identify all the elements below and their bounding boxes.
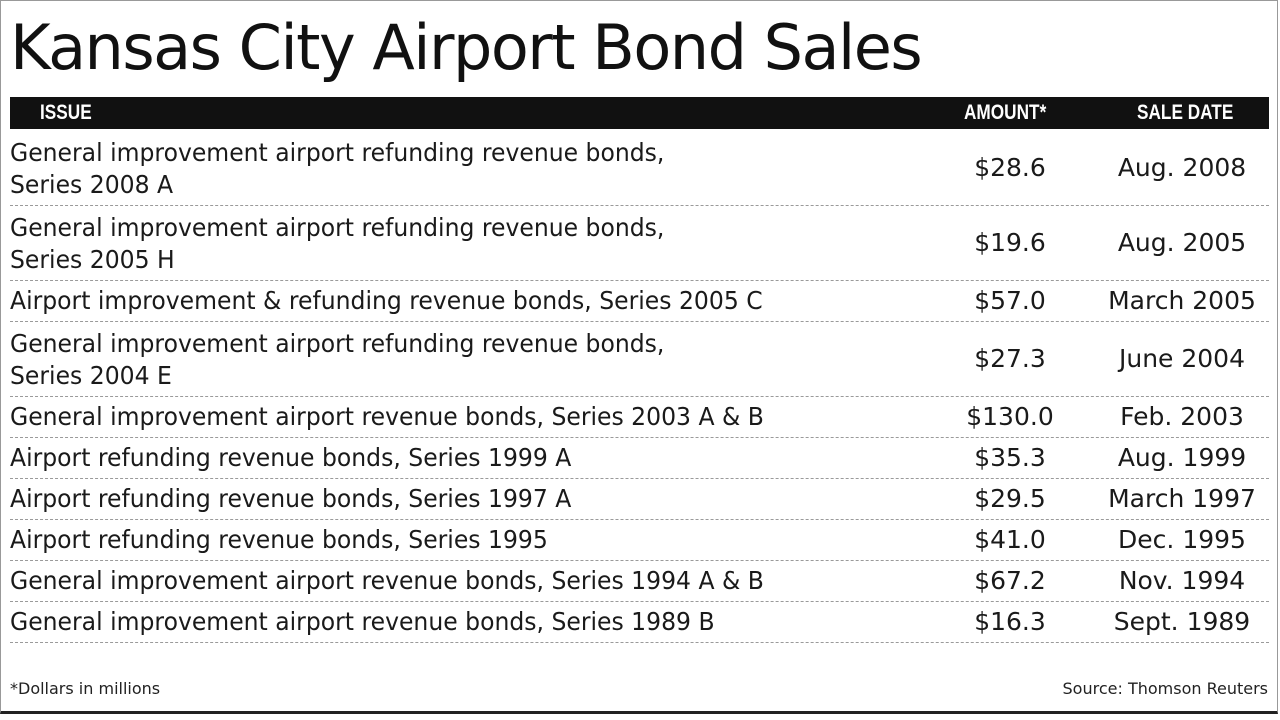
issue-text: Series 2005 H xyxy=(10,245,175,274)
table-row: General improvement airport refunding re… xyxy=(10,131,1269,206)
amount-cell: $19.6 xyxy=(974,228,1046,257)
column-header-sale-date: SALE DATE xyxy=(1137,101,1234,124)
issue-text: Series 2004 E xyxy=(10,361,172,390)
table-row: General improvement airport refunding re… xyxy=(10,322,1269,397)
issue-text: Airport refunding revenue bonds, Series … xyxy=(10,525,548,554)
issue-text: Airport refunding revenue bonds, Series … xyxy=(10,484,572,513)
issue-text: General improvement airport revenue bond… xyxy=(10,566,764,595)
sale-date-cell: Feb. 2003 xyxy=(1120,402,1244,431)
column-header-issue: ISSUE xyxy=(40,101,92,124)
amount-cell: $130.0 xyxy=(966,402,1054,431)
table-row: Airport improvement & refunding revenue … xyxy=(10,281,1269,322)
sale-date-cell: June 2004 xyxy=(1118,344,1245,373)
sale-date-cell: Nov. 1994 xyxy=(1118,566,1246,595)
amount-cell: $41.0 xyxy=(974,525,1046,554)
sale-date-cell: Dec. 1995 xyxy=(1118,525,1246,554)
table-row: Airport refunding revenue bonds, Series … xyxy=(10,438,1269,479)
issue-cell: Airport refunding revenue bonds, Series … xyxy=(10,438,910,478)
issue-text: General improvement airport refunding re… xyxy=(10,213,665,242)
table-row: General improvement airport revenue bond… xyxy=(10,602,1269,643)
sale-date-cell: Sept. 1989 xyxy=(1113,607,1251,636)
sale-date-cell: Aug. 1999 xyxy=(1117,443,1247,472)
issue-cell: General improvement airport revenue bond… xyxy=(10,602,910,642)
source-credit: Source: Thomson Reuters xyxy=(1062,679,1268,698)
table-row: General improvement airport revenue bond… xyxy=(10,561,1269,602)
issue-cell: Airport improvement & refunding revenue … xyxy=(10,281,910,321)
table-body: General improvement airport refunding re… xyxy=(10,131,1269,643)
amount-cell: $57.0 xyxy=(974,286,1046,315)
issue-cell: General improvement airport revenue bond… xyxy=(10,561,910,601)
sale-date-cell: March 2005 xyxy=(1108,286,1256,315)
table-row: General improvement airport refunding re… xyxy=(10,206,1269,281)
table-row: Airport refunding revenue bonds, Series … xyxy=(10,479,1269,520)
sale-date-cell: March 1997 xyxy=(1108,484,1256,513)
amount-cell: $35.3 xyxy=(974,443,1046,472)
issue-cell: Airport refunding revenue bonds, Series … xyxy=(10,479,910,519)
issue-text: Series 2008 A xyxy=(10,170,174,199)
issue-text: General improvement airport revenue bond… xyxy=(10,607,715,636)
table-row: General improvement airport revenue bond… xyxy=(10,397,1269,438)
issue-text: General improvement airport refunding re… xyxy=(10,329,665,358)
footnote: *Dollars in millions xyxy=(10,679,161,698)
issue-cell: General improvement airport refunding re… xyxy=(10,212,910,276)
sale-date-cell: Aug. 2008 xyxy=(1117,153,1247,182)
amount-cell: $67.2 xyxy=(974,566,1046,595)
amount-cell: $27.3 xyxy=(974,344,1046,373)
issue-cell: Airport refunding revenue bonds, Series … xyxy=(10,520,910,560)
chart-title: Kansas City Airport Bond Sales xyxy=(10,11,923,84)
issue-text: Airport refunding revenue bonds, Series … xyxy=(10,443,572,472)
amount-cell: $16.3 xyxy=(974,607,1046,636)
table-header: ISSUE AMOUNT* SALE DATE xyxy=(10,97,1269,129)
amount-cell: $28.6 xyxy=(974,153,1046,182)
issue-text: General improvement airport refunding re… xyxy=(10,138,665,167)
issue-text: Airport improvement & refunding revenue … xyxy=(10,286,763,315)
issue-cell: General improvement airport revenue bond… xyxy=(10,397,910,437)
table-row: Airport refunding revenue bonds, Series … xyxy=(10,520,1269,561)
amount-cell: $29.5 xyxy=(974,484,1046,513)
issue-text: General improvement airport revenue bond… xyxy=(10,402,764,431)
sale-date-cell: Aug. 2005 xyxy=(1117,228,1247,257)
column-header-amount: AMOUNT* xyxy=(964,101,1047,124)
issue-cell: General improvement airport refunding re… xyxy=(10,328,910,392)
issue-cell: General improvement airport refunding re… xyxy=(10,137,910,201)
